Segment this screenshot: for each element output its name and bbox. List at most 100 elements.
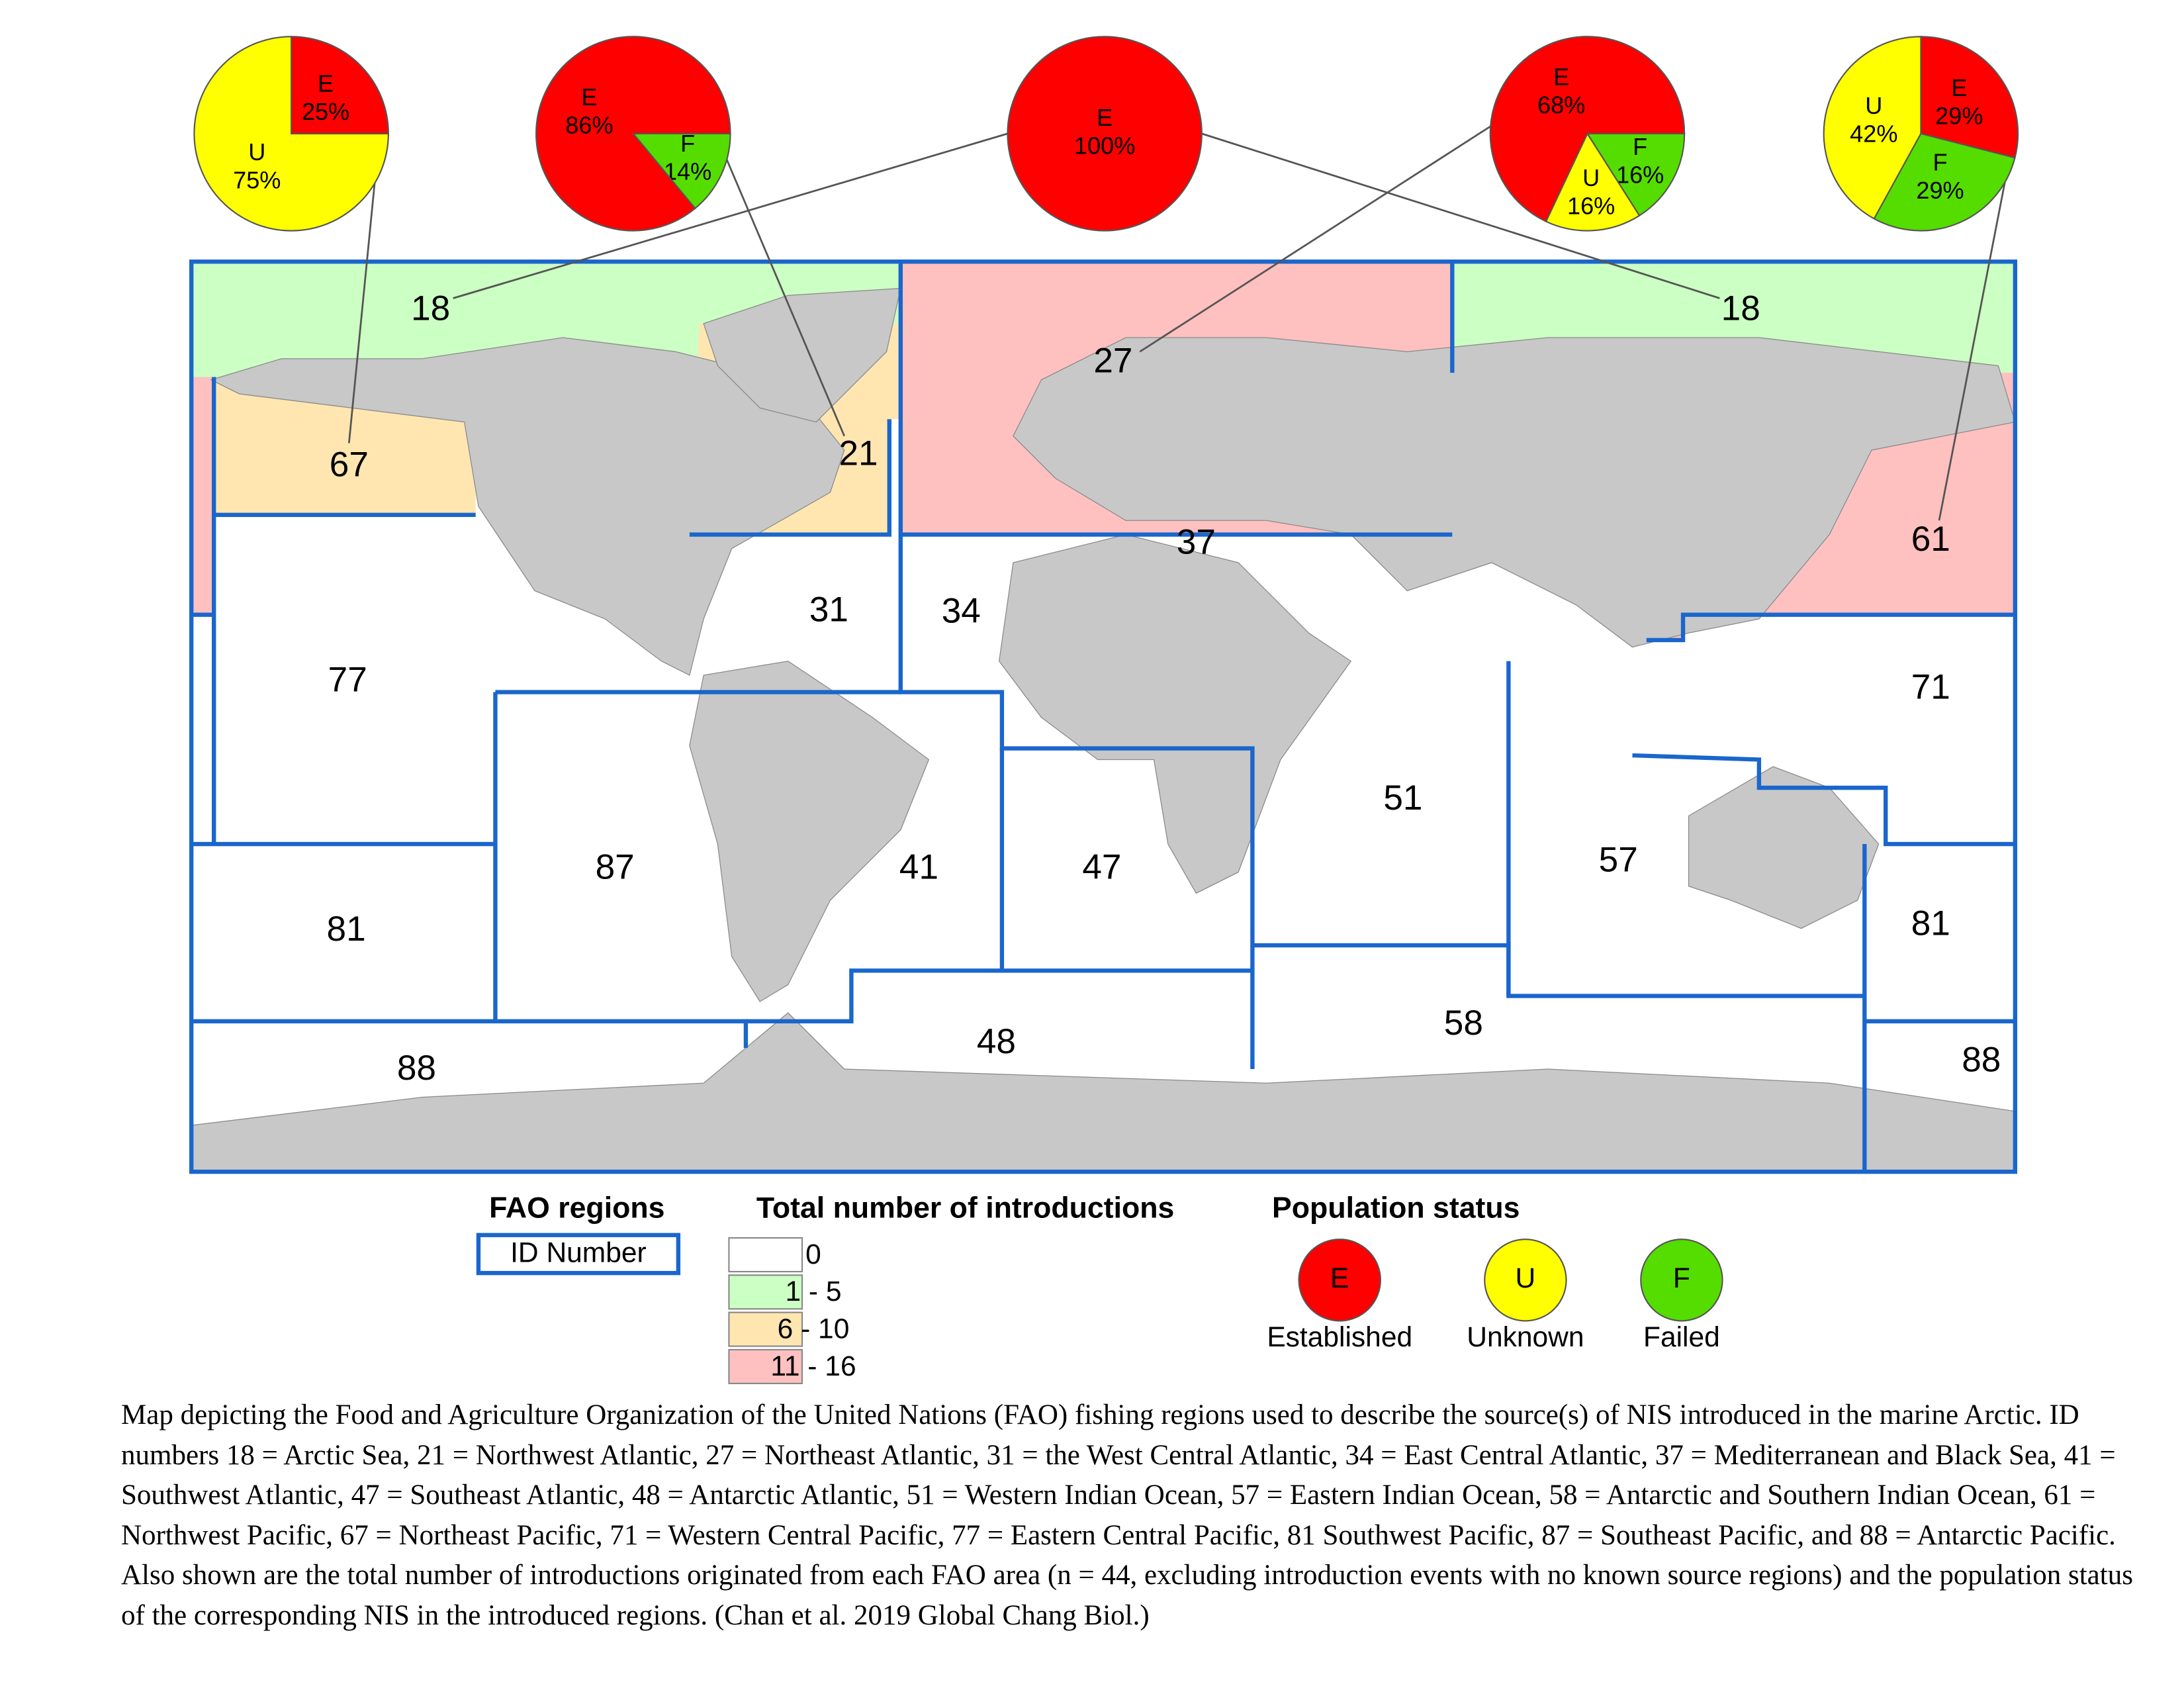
pie-slice [1007, 36, 1203, 232]
region-border [898, 261, 1255, 1069]
legend-label: ID Number [510, 1238, 647, 1269]
pie-slice-label: 16% [1567, 192, 1615, 219]
pie-slice-status: U [1582, 164, 1600, 191]
legend-swatch [728, 1348, 803, 1384]
legend-status-letter: F [1673, 1263, 1690, 1294]
connector [1201, 132, 1720, 299]
legend-label: Unknown [1467, 1322, 1584, 1353]
region-id: 34 [942, 592, 981, 631]
region-id: 81 [1911, 904, 1950, 943]
legend-swatch [728, 1274, 803, 1310]
legend-swatch [728, 1311, 803, 1347]
legend: FAO regions ID Number Total number of in… [476, 1192, 1723, 1384]
pie-slice [1920, 36, 2019, 159]
region-fill [191, 377, 214, 615]
legend-label: Failed [1643, 1322, 1720, 1353]
region-border [1252, 943, 1865, 998]
region-border [689, 419, 892, 537]
pie-slice [1873, 132, 2016, 232]
pie-slice [1823, 36, 1922, 220]
pie-slice-status: F [1633, 133, 1647, 160]
connector [453, 132, 1008, 299]
pie-slice-status: E [318, 70, 334, 97]
pie-slice [1545, 132, 1641, 232]
legend-title: Population status [1272, 1192, 1520, 1224]
region-id: 57 [1599, 841, 1638, 880]
region-id: 18 [1721, 289, 1760, 328]
eurasia [1013, 337, 2016, 648]
antarctica [191, 1012, 2016, 1172]
pie-slice-label: 29% [1935, 103, 1983, 130]
caption: Map depicting the Food and Agriculture O… [121, 1399, 2133, 1631]
map-frame [189, 259, 2018, 1174]
region-id: 77 [328, 661, 367, 700]
legend-status-dot [1298, 1239, 1381, 1322]
region-id: 87 [596, 847, 635, 886]
region-id: 48 [977, 1022, 1016, 1061]
pie-slice-status: E [581, 83, 597, 111]
region-id: 58 [1444, 1004, 1483, 1043]
region-id: 67 [330, 445, 369, 485]
pie-slice-status: E [1553, 63, 1569, 90]
pie-slice [291, 36, 389, 134]
pie-slice-status: F [1933, 148, 1947, 175]
legend-status-dot [1484, 1239, 1567, 1322]
region-id: 18 [411, 289, 450, 328]
connector [723, 154, 846, 437]
africa [998, 534, 1352, 894]
pie-slice-label: 68% [1537, 91, 1585, 118]
legend-label: 11 - 16 [770, 1351, 856, 1382]
region-border [745, 748, 1005, 1023]
region-id: 47 [1082, 847, 1121, 886]
region-id: 71 [1911, 667, 1950, 706]
region-id: 21 [839, 434, 878, 473]
legend-label: 0 [805, 1239, 821, 1270]
pie-slice-label: 100% [1074, 132, 1135, 160]
legend-title: Total number of introductions [756, 1192, 1175, 1224]
pie-slice [1586, 132, 1686, 217]
pie-slice [631, 132, 731, 210]
connector [1938, 179, 2007, 521]
region-border [1646, 612, 2015, 643]
south-america [689, 661, 930, 1002]
legend-id-box [476, 1233, 681, 1276]
region-id: 27 [1093, 341, 1132, 380]
pie-slice-label: 16% [1616, 161, 1664, 188]
region-borders [189, 259, 2018, 1174]
pie-slice-label: 25% [302, 98, 349, 125]
legend-status-letter: U [1516, 1263, 1536, 1294]
pie-slice-status: E [1097, 104, 1113, 131]
legend-label: 1 - 5 [785, 1276, 841, 1307]
region-id: 37 [1177, 522, 1216, 561]
legend-status-letter: E [1330, 1263, 1349, 1294]
legend-status-dot [1640, 1239, 1723, 1322]
region-id: 88 [1962, 1040, 2001, 1079]
pie-slice-label: 42% [1850, 120, 1897, 147]
pie-slice-label: 86% [565, 111, 613, 138]
legend-label: Established [1267, 1322, 1412, 1353]
pie-slice-status: U [1865, 92, 1882, 119]
legend-swatch [728, 1237, 803, 1273]
greenland [703, 287, 901, 423]
landmass [191, 287, 2016, 1172]
pie-slice-status: E [1951, 74, 1967, 101]
region-id: 51 [1383, 778, 1422, 818]
region-labels: 18 18 27 67 21 37 61 31 34 77 71 51 87 41 47 57 81 81 58 48… [327, 289, 2001, 1088]
pie-slice-status: U [248, 138, 265, 165]
pie-slice [535, 36, 731, 232]
region-id: 31 [809, 590, 848, 629]
north-america [210, 337, 845, 676]
region-border [1632, 753, 2015, 847]
legend-title: FAO regions [489, 1192, 664, 1224]
pie-slice-status: F [680, 130, 695, 157]
region-border [191, 1019, 749, 1049]
australia [1688, 766, 1880, 929]
pie-slice-label: 75% [233, 167, 281, 194]
region-id: 81 [327, 910, 366, 949]
pie-slice [1489, 36, 1686, 222]
legend-label: 6 - 10 [778, 1313, 850, 1344]
pie-slice [193, 36, 389, 232]
